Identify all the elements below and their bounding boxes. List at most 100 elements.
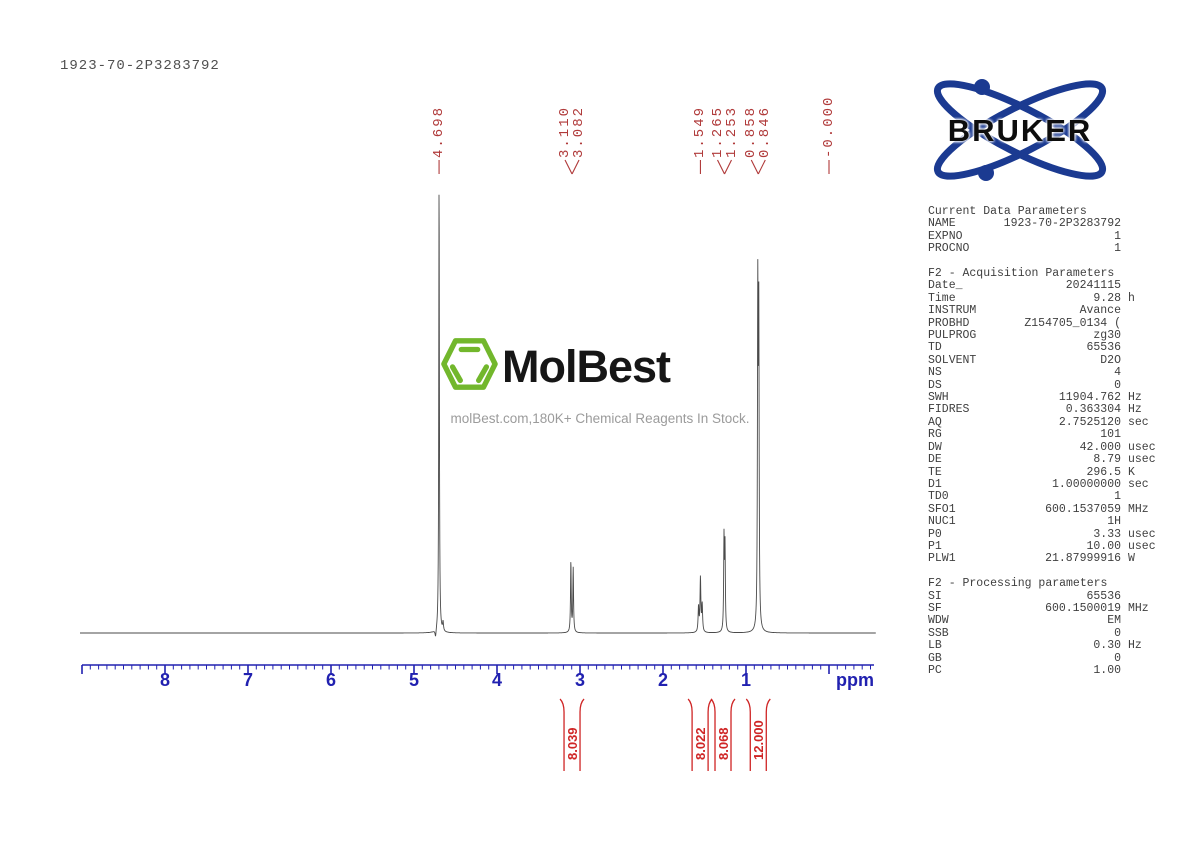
- bruker-ellipses-icon: [933, 79, 1107, 181]
- param-key: AQ: [928, 415, 942, 429]
- param-row: Time 9.28 h: [928, 291, 1164, 305]
- param-unit: [1121, 491, 1164, 503]
- param-value: 4: [1114, 366, 1121, 380]
- param-unit: h: [1128, 291, 1135, 305]
- axis-tick-label-6: 6: [325, 670, 336, 690]
- param-row: PROBHD Z154705_0134 (: [928, 317, 1164, 330]
- param-row: DW 42.000 usec: [928, 440, 1164, 454]
- param-row: TE 296.5 K: [928, 465, 1164, 479]
- param-row: DS 0: [928, 378, 1164, 392]
- param-key: P1: [928, 539, 942, 553]
- param-row: SI 65536: [928, 589, 1164, 603]
- param-value: 1923-70-2P3283792: [1003, 217, 1121, 231]
- param-row: D1 1.00000000 sec: [928, 477, 1164, 491]
- param-value: 1.00000000: [1051, 477, 1121, 491]
- peak-shift-label: 0.846: [757, 105, 774, 158]
- param-unit: [1121, 516, 1164, 528]
- param-row: NAME 1923-70-2P3283792: [928, 217, 1164, 231]
- param-row: TD 65536: [928, 341, 1164, 355]
- axis-tick-label-5: 5: [408, 670, 419, 690]
- integral-value-label: 8.068: [715, 727, 731, 760]
- param-value: 0.363304: [1065, 403, 1121, 417]
- peak-shift-label: 3.110: [557, 105, 574, 158]
- param-value: 3.33: [1093, 527, 1121, 541]
- watermark-tagline: molBest.com,180K+ Chemical Reagents In S…: [450, 411, 750, 426]
- param-key: PLW1: [928, 552, 956, 566]
- param-row: EXPNO 1: [928, 229, 1164, 243]
- param-unit: usec: [1128, 453, 1156, 467]
- param-key: WDW: [928, 614, 949, 628]
- axis-tick-label-4: 4: [491, 670, 502, 690]
- param-row: SOLVENT D2O: [928, 353, 1164, 367]
- param-unit: Hz: [1128, 403, 1142, 417]
- param-unit: [1121, 342, 1164, 354]
- param-key: Date_: [928, 279, 963, 293]
- param-unit: [1121, 653, 1164, 665]
- param-row: PROCNO 1: [928, 242, 1164, 256]
- param-unit: Hz: [1128, 639, 1142, 653]
- param-value: 1.00: [1093, 664, 1121, 677]
- param-key: TE: [928, 465, 942, 479]
- param-key: SF: [928, 601, 942, 615]
- param-key: PC: [928, 664, 942, 677]
- param-key: NUC1: [928, 515, 956, 529]
- param-key: SWH: [928, 391, 949, 405]
- integral-value-label: 12.000: [750, 720, 766, 760]
- param-row: NUC1 1H: [928, 515, 1164, 529]
- param-key: SSB: [928, 626, 949, 640]
- param-unit: usec: [1128, 440, 1156, 454]
- peak-shift-label: 3.082: [571, 105, 588, 158]
- param-key: LB: [928, 639, 942, 653]
- param-value: 0: [1114, 651, 1121, 665]
- param-section: F2 - Processing parameters SI 65536 SF 600.1…: [928, 577, 1164, 677]
- param-value: 8.79: [1093, 453, 1121, 467]
- param-value: 0: [1114, 626, 1121, 640]
- integral-value-label: 8.022: [692, 727, 708, 760]
- param-key: TD: [928, 341, 942, 355]
- param-key: EXPNO: [928, 229, 963, 243]
- param-unit: [1121, 280, 1164, 292]
- param-row: AQ 2.7525120 sec: [928, 415, 1164, 429]
- param-row: SWH 11904.762 Hz: [928, 391, 1164, 405]
- param-section-title: F2 - Processing parameters: [928, 577, 1108, 591]
- param-row: SFO1 600.1537059 MHz: [928, 502, 1164, 516]
- param-unit: [1121, 231, 1164, 243]
- param-key: DW: [928, 440, 942, 454]
- param-key: NAME: [928, 217, 956, 231]
- param-section-title: F2 - Acquisition Parameters: [928, 267, 1115, 281]
- param-value: 21.87999916: [1045, 552, 1121, 566]
- param-unit: [1121, 218, 1164, 230]
- param-unit: MHz: [1128, 502, 1149, 516]
- param-value: 20241115: [1065, 279, 1121, 293]
- param-key: DE: [928, 453, 942, 467]
- axis-tick-label-7: 7: [242, 670, 253, 690]
- param-unit: [1121, 305, 1164, 317]
- param-unit: sec: [1128, 415, 1149, 429]
- molbest-logo-row: MolBest: [440, 336, 770, 397]
- axis-unit-label: ppm: [836, 670, 874, 690]
- param-key: SI: [928, 589, 942, 603]
- param-value: 1H: [1107, 515, 1121, 529]
- param-value: 65536: [1086, 341, 1121, 355]
- param-unit: sec: [1128, 477, 1149, 491]
- param-value: 0.30: [1093, 639, 1121, 653]
- param-row: LB 0.30 Hz: [928, 639, 1164, 653]
- param-value: 9.28: [1093, 291, 1121, 305]
- param-key: NS: [928, 366, 942, 380]
- param-row: INSTRUM Avance: [928, 304, 1164, 318]
- param-value: D2O: [1100, 353, 1121, 367]
- param-key: INSTRUM: [928, 304, 977, 318]
- param-key: PROCNO: [928, 242, 970, 256]
- param-key: DS: [928, 378, 942, 392]
- param-key: SFO1: [928, 502, 956, 516]
- param-value: 101: [1100, 428, 1121, 442]
- param-unit: [1121, 318, 1164, 330]
- peak-shift-label: 1.253: [723, 105, 740, 158]
- param-unit: K: [1128, 465, 1135, 479]
- param-row: Date_ 20241115: [928, 279, 1164, 293]
- param-value: 11904.762: [1058, 391, 1121, 405]
- param-section: F2 - Acquisition Parameters Date_ 20241115…: [928, 267, 1164, 566]
- bruker-logo: BRUKER: [920, 75, 1120, 185]
- integral-value-label: 8.039: [564, 727, 580, 760]
